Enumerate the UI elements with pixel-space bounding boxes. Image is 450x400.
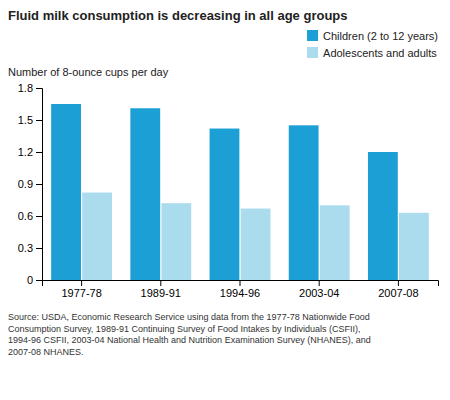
chart: Fluid milk consumption is decreasing in … bbox=[0, 0, 450, 400]
tick: 0.3 bbox=[18, 242, 42, 254]
tick-mark bbox=[36, 120, 42, 121]
tick-label: 0 bbox=[27, 274, 33, 286]
bar bbox=[51, 104, 81, 280]
tick-mark bbox=[160, 280, 161, 286]
tick-mark bbox=[240, 280, 241, 286]
tick-label: 1989-91 bbox=[141, 287, 181, 299]
tick-label: 1.5 bbox=[18, 114, 33, 126]
bar bbox=[161, 203, 191, 280]
y-axis: 0 0.3 0.6 0.9 1.2 1.5 1.8 bbox=[18, 82, 43, 286]
bar bbox=[289, 125, 319, 280]
tick-mark bbox=[81, 280, 82, 286]
tick-mark bbox=[36, 184, 42, 185]
legend-label: Adolescents and adults bbox=[323, 47, 437, 59]
bar bbox=[82, 193, 112, 280]
tick: 2007-08 bbox=[378, 280, 418, 299]
tick-label: 1.2 bbox=[18, 146, 33, 158]
tick: 0 bbox=[27, 274, 42, 286]
tick-mark bbox=[36, 152, 42, 153]
tick-label: 1994-96 bbox=[220, 287, 260, 299]
tick-mark bbox=[319, 280, 320, 286]
tick-mark bbox=[36, 280, 42, 281]
axis-line bbox=[36, 89, 43, 281]
tick: 1.2 bbox=[18, 146, 42, 158]
legend-label: Children (2 to 12 years) bbox=[323, 30, 438, 42]
legend-swatch bbox=[307, 30, 318, 41]
tick-label: 1.8 bbox=[18, 82, 33, 94]
series bbox=[82, 193, 429, 280]
tick-mark bbox=[36, 216, 42, 217]
tick: 2003-04 bbox=[299, 280, 339, 299]
tick-label: 0.3 bbox=[18, 242, 33, 254]
bars bbox=[51, 104, 429, 280]
tick: 1994-96 bbox=[220, 280, 260, 299]
annotation: Source: USDA, Economic Research Service … bbox=[8, 312, 371, 357]
bar bbox=[241, 209, 271, 280]
tick: 1.5 bbox=[18, 114, 42, 126]
legend-item: Children (2 to 12 years) bbox=[307, 30, 438, 42]
tick: 1989-91 bbox=[141, 280, 181, 299]
bar bbox=[399, 213, 429, 280]
axis-title: Number of 8-ounce cups per day bbox=[8, 66, 169, 78]
tick-label: 2007-08 bbox=[378, 287, 418, 299]
plot: 0 0.3 0.6 0.9 1.2 1.5 1.8 1977-78 1989-91 1994-96… bbox=[18, 82, 439, 299]
tick-label: 0.9 bbox=[18, 178, 33, 190]
title: Fluid milk consumption is decreasing in … bbox=[8, 8, 348, 23]
tick: 0.9 bbox=[18, 178, 42, 190]
axis-line bbox=[43, 281, 439, 287]
legend: Children (2 to 12 years) Adolescents and … bbox=[307, 30, 438, 59]
tick-mark bbox=[36, 88, 42, 89]
bar bbox=[130, 108, 160, 280]
tick-label: 1977-78 bbox=[61, 287, 101, 299]
legend-item: Adolescents and adults bbox=[307, 47, 437, 59]
bar bbox=[210, 129, 240, 280]
tick: 1.8 bbox=[18, 82, 42, 94]
bar bbox=[320, 205, 350, 280]
tick-mark bbox=[36, 248, 42, 249]
x-axis: 1977-78 1989-91 1994-96 2003-04 2007-08 bbox=[43, 280, 439, 299]
tick-label: 0.6 bbox=[18, 210, 33, 222]
tick: 1977-78 bbox=[61, 280, 101, 299]
tick: 0.6 bbox=[18, 210, 42, 222]
bar bbox=[368, 152, 398, 280]
series bbox=[51, 104, 398, 280]
tick-label: 2003-04 bbox=[299, 287, 339, 299]
tick-mark bbox=[398, 280, 399, 286]
legend-swatch bbox=[307, 47, 318, 58]
